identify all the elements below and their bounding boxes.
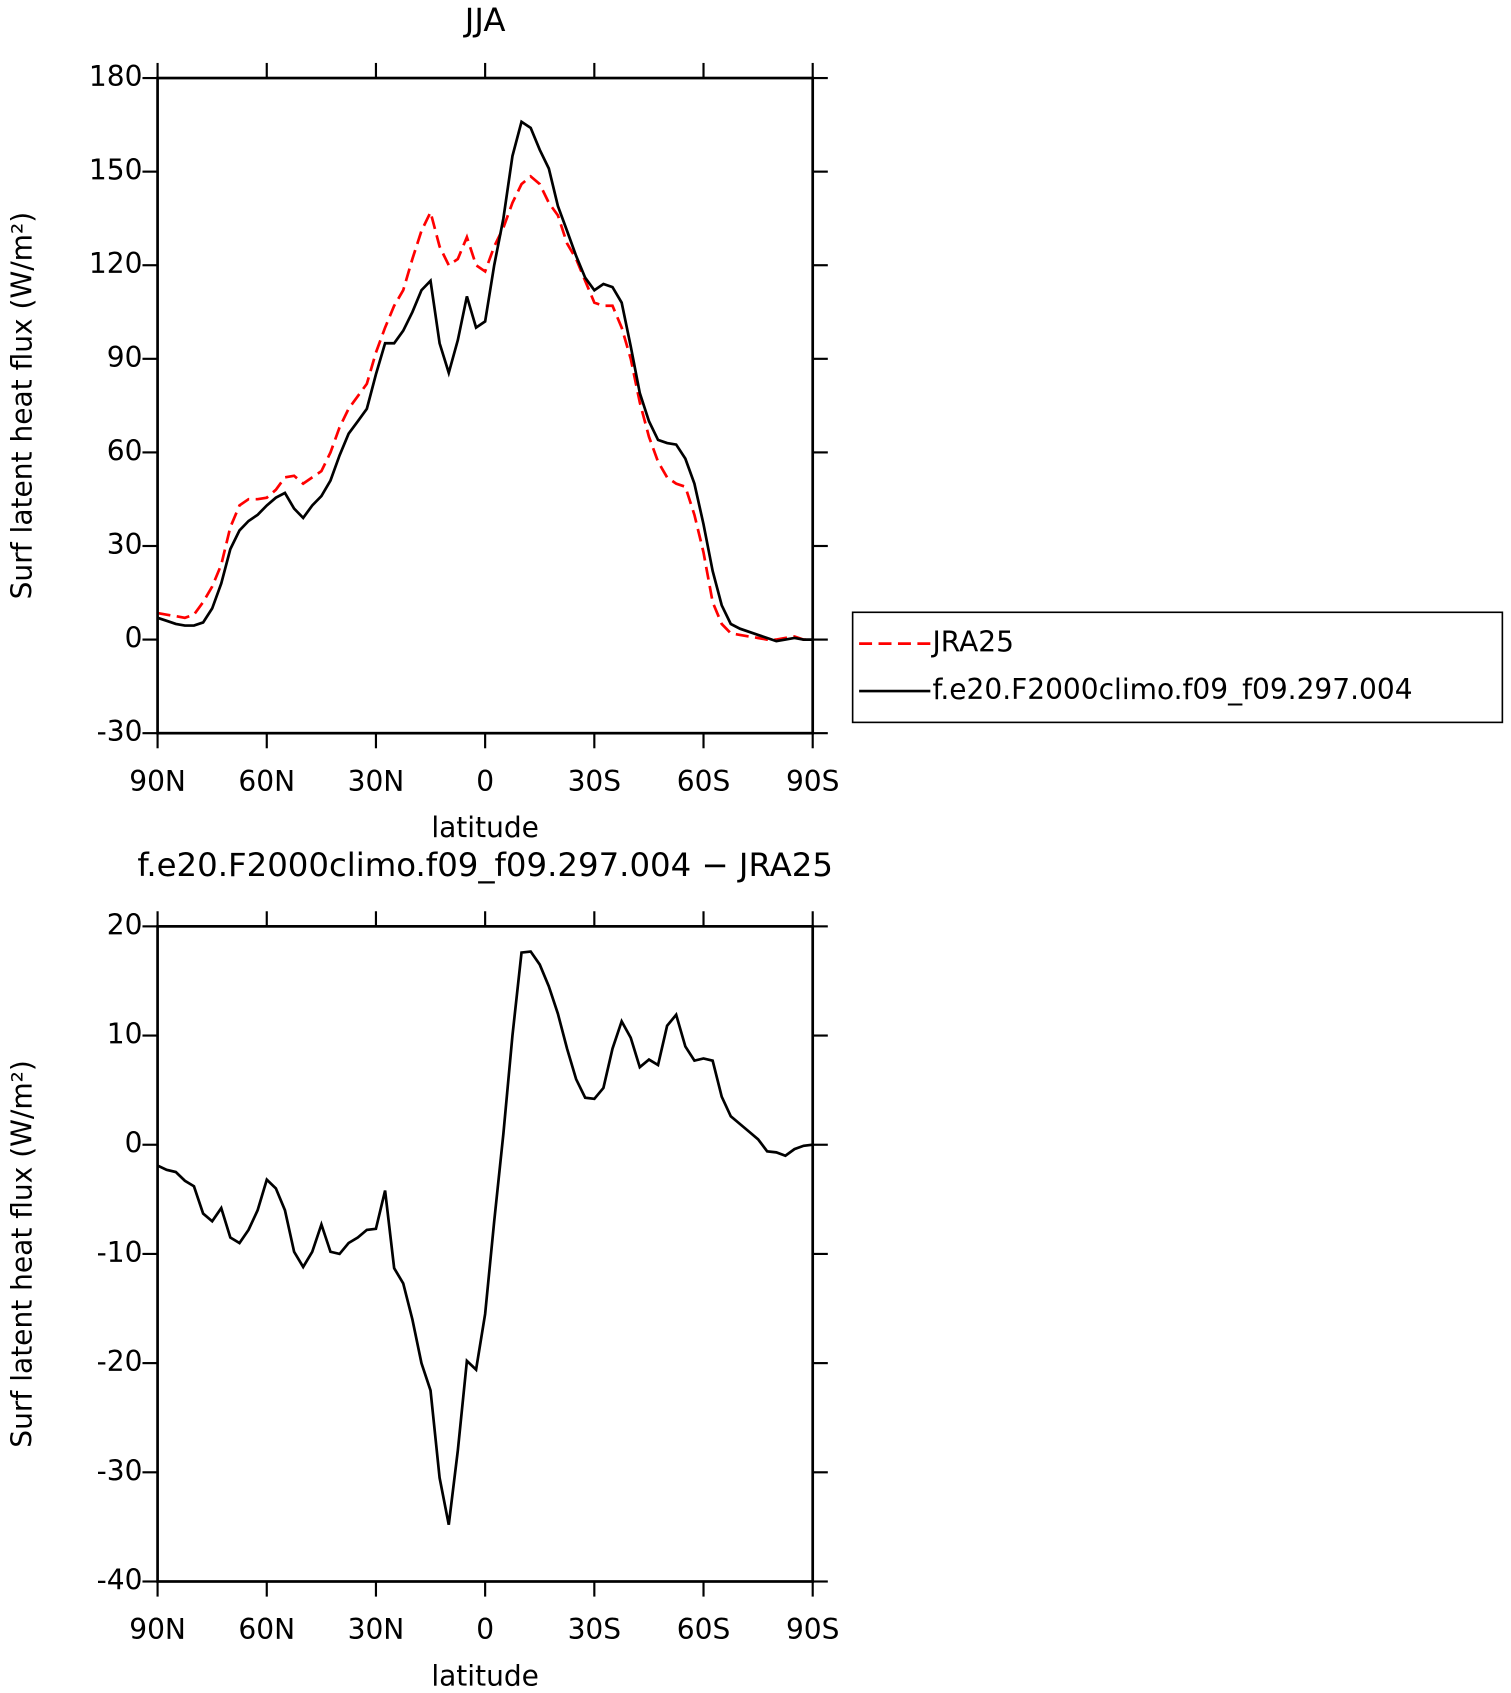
y-tick-label: 30	[107, 528, 143, 561]
y-tick-label: 90	[107, 341, 143, 374]
x-tick-label: 90S	[786, 1613, 840, 1646]
y-tick-label: -40	[97, 1563, 143, 1596]
x-tick-label: 30S	[568, 1613, 622, 1646]
chart-title: JJA	[463, 1, 506, 39]
y-tick-label: 20	[107, 908, 143, 941]
y-tick-label: 60	[107, 434, 143, 467]
legend-label: f.e20.F2000climo.f09_f09.297.004	[933, 673, 1413, 706]
x-tick-label: 60N	[238, 1613, 295, 1646]
x-tick-label: 60S	[677, 1613, 731, 1646]
data-line	[156, 950, 813, 1525]
y-tick-label: 10	[107, 1018, 143, 1051]
x-tick-label: 30N	[348, 765, 405, 798]
y-tick-label: -30	[97, 715, 143, 748]
y-tick-label: 180	[89, 60, 143, 93]
data-line	[157, 174, 813, 641]
x-tick-label: 0	[476, 765, 494, 798]
x-axis-label: latitude	[431, 811, 539, 844]
x-tick-label: 60S	[677, 765, 731, 798]
plot-frame	[156, 76, 815, 735]
x-tick-label: 0	[476, 1613, 494, 1646]
y-tick-label: -20	[97, 1345, 143, 1378]
x-tick-label: 30S	[568, 765, 622, 798]
y-tick-label: 120	[89, 247, 143, 280]
y-axis-label: Surf latent heat flux (W/m²)	[6, 1060, 39, 1448]
x-tick-label: 90S	[786, 765, 840, 798]
plot-frame	[156, 925, 815, 1583]
y-tick-label: 0	[125, 1127, 143, 1160]
y-tick-label: 0	[125, 622, 143, 655]
x-tick-label: 30N	[348, 1613, 405, 1646]
y-axis-label: Surf latent heat flux (W/m²)	[6, 212, 39, 600]
y-tick-label: -10	[97, 1236, 143, 1269]
legend-label: JRA25	[931, 626, 1014, 659]
x-tick-label: 90N	[129, 765, 186, 798]
x-tick-label: 60N	[238, 765, 295, 798]
y-tick-label: -30	[97, 1454, 143, 1487]
x-tick-label: 90N	[129, 1613, 186, 1646]
y-tick-label: 150	[89, 154, 143, 187]
legend-box	[851, 611, 1504, 724]
chart-title: f.e20.F2000climo.f09_f09.297.004 − JRA25	[137, 846, 833, 884]
data-line	[157, 119, 813, 643]
x-axis-label: latitude	[431, 1660, 539, 1693]
